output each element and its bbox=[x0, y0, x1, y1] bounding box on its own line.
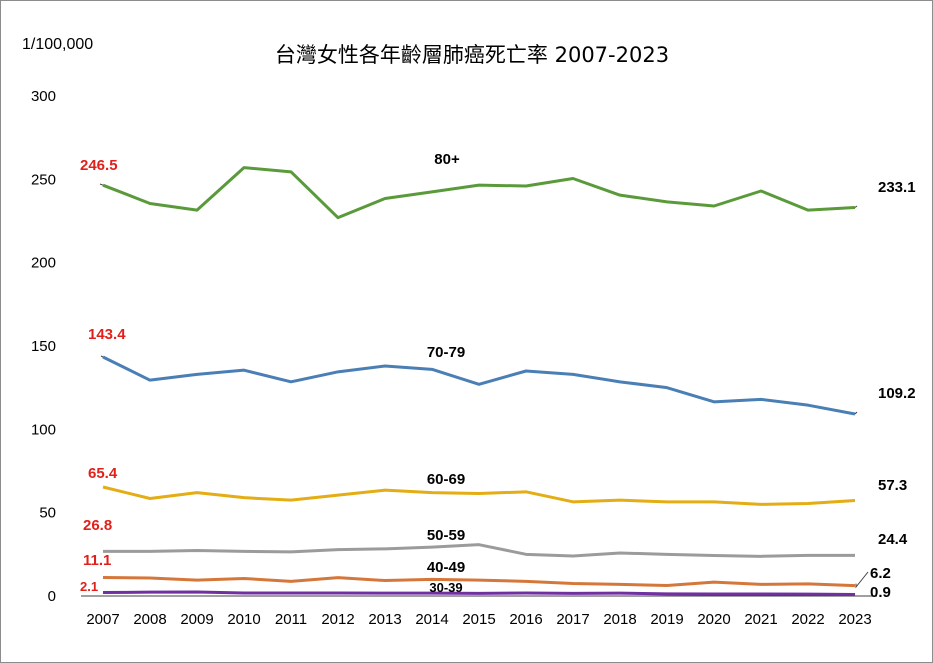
leader-line bbox=[100, 355, 104, 358]
x-tick-label: 2015 bbox=[462, 611, 495, 628]
y-tick-label: 50 bbox=[39, 505, 56, 522]
leader-line bbox=[854, 411, 858, 415]
y-axis-unit-label: 1/100,000 bbox=[22, 36, 93, 53]
x-tick-label: 2007 bbox=[86, 611, 119, 628]
start-value-label: 246.5 bbox=[80, 157, 118, 174]
start-value-label: 143.4 bbox=[88, 326, 126, 343]
series-name-label: 50-59 bbox=[427, 527, 465, 544]
series-line-30-39 bbox=[102, 590, 856, 596]
x-tick-label: 2017 bbox=[556, 611, 589, 628]
end-value-label: 0.9 bbox=[870, 584, 891, 601]
x-tick-label: 2016 bbox=[509, 611, 542, 628]
x-tick-label: 2018 bbox=[603, 611, 636, 628]
start-value-label: 2.1 bbox=[80, 579, 98, 594]
series-name-label: 60-69 bbox=[427, 471, 465, 488]
y-tick-label: 100 bbox=[31, 421, 56, 438]
x-tick-label: 2013 bbox=[368, 611, 401, 628]
x-tick-label: 2008 bbox=[133, 611, 166, 628]
x-tick-label: 2014 bbox=[415, 611, 448, 628]
series-line-60-69 bbox=[102, 485, 856, 506]
start-value-label: 26.8 bbox=[83, 517, 112, 534]
end-value-label: 233.1 bbox=[878, 179, 916, 196]
leader-line bbox=[99, 183, 104, 186]
leader-line bbox=[855, 571, 869, 589]
y-tick-label: 300 bbox=[31, 88, 56, 105]
x-tick-label: 2009 bbox=[180, 611, 213, 628]
x-tick-label: 2011 bbox=[275, 611, 307, 628]
start-value-label: 65.4 bbox=[88, 465, 118, 482]
y-tick-label: 250 bbox=[31, 171, 56, 188]
x-tick-label: 2012 bbox=[321, 611, 354, 628]
series-line-40-49 bbox=[102, 576, 856, 588]
end-value-label: 6.2 bbox=[870, 565, 891, 582]
series-name-label: 70-79 bbox=[427, 344, 465, 361]
series-line-50-59 bbox=[103, 543, 855, 558]
series-name-label: 30-39 bbox=[429, 580, 462, 595]
y-tick-label: 0 bbox=[48, 588, 56, 605]
series-line-70-79 bbox=[102, 355, 856, 416]
y-tick-label: 200 bbox=[31, 255, 56, 272]
end-value-label: 109.2 bbox=[878, 385, 916, 402]
x-tick-label: 2023 bbox=[838, 611, 871, 628]
leader-line bbox=[854, 205, 858, 208]
series-name-label: 40-49 bbox=[427, 559, 465, 576]
start-value-label: 11.1 bbox=[83, 552, 111, 569]
x-tick-label: 2021 bbox=[744, 611, 777, 628]
x-tick-label: 2022 bbox=[791, 611, 824, 628]
x-tick-label: 2020 bbox=[697, 611, 730, 628]
axes: 0 50 100 150 200 250 300 2007 2008 2009 2010 2011 20… bbox=[31, 88, 877, 628]
data-labels: 80+ 246.5 233.1 70-79 143.4 109.2 60-69 65.4 57.… bbox=[80, 151, 916, 601]
series-name-label: 80+ bbox=[434, 151, 460, 168]
chart-title: 台灣女性各年齡層肺癌死亡率 2007-2023 bbox=[275, 43, 669, 67]
x-tick-label: 2010 bbox=[227, 611, 260, 628]
end-value-label: 57.3 bbox=[878, 477, 907, 494]
x-tick-label: 2019 bbox=[650, 611, 683, 628]
end-value-label: 24.4 bbox=[878, 531, 908, 548]
series-lines bbox=[102, 166, 856, 596]
series-line-80plus bbox=[102, 166, 856, 220]
y-tick-label: 150 bbox=[31, 338, 56, 355]
